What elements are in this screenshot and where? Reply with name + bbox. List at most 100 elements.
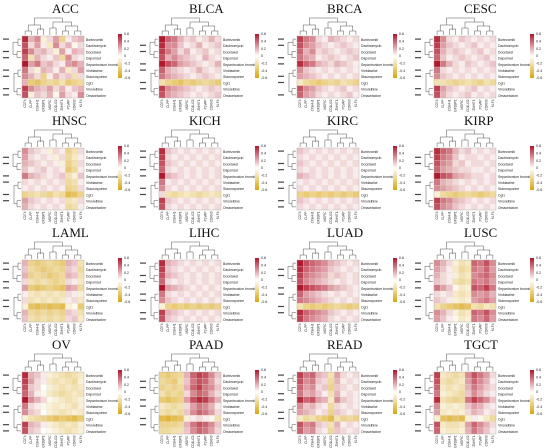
gene-label: CLPP bbox=[304, 100, 308, 108]
significance-mark bbox=[415, 318, 421, 320]
drug-label: Docetaxel bbox=[498, 386, 513, 390]
heatmap-cell bbox=[315, 409, 322, 416]
dendrogram-branch bbox=[291, 424, 296, 432]
heatmap-cell bbox=[452, 91, 459, 99]
heatmap-cell bbox=[340, 272, 347, 279]
drug-label: Docetaxel bbox=[361, 50, 376, 54]
heatmap-cell bbox=[489, 147, 497, 155]
dendrogram-branch bbox=[154, 150, 158, 158]
heatmap-cell bbox=[214, 91, 222, 99]
drug-label: Bortezomib bbox=[498, 262, 515, 266]
heatmap-cell bbox=[71, 290, 78, 298]
heatmap-cell bbox=[177, 48, 184, 55]
heatmap-cell bbox=[158, 185, 166, 192]
heatmap-cell bbox=[471, 266, 478, 273]
heatmap-cell bbox=[321, 303, 329, 310]
gene-label: KLF4 bbox=[79, 435, 83, 443]
panel-title: READ bbox=[327, 337, 363, 352]
heatmap-cell bbox=[21, 60, 29, 68]
heatmap-cell bbox=[28, 278, 35, 285]
heatmap-cell bbox=[158, 415, 166, 422]
gene-label: CDKN3 bbox=[210, 323, 214, 334]
heatmap-cell bbox=[59, 178, 66, 186]
colorbar-tick-label: -0.6 bbox=[399, 300, 405, 304]
heatmap-cell bbox=[464, 191, 472, 198]
drug-label: Sepantronium bromide bbox=[86, 175, 120, 179]
heatmap-cell bbox=[340, 384, 347, 391]
heatmap-cell bbox=[183, 284, 191, 292]
heatmap-cell bbox=[71, 384, 78, 391]
heatmap-cell bbox=[183, 278, 191, 285]
heatmap-cell bbox=[21, 259, 29, 267]
dendrogram-branch bbox=[12, 265, 18, 279]
heatmap-cell bbox=[334, 272, 341, 279]
dendrogram-branch bbox=[74, 30, 82, 35]
heatmap-cell bbox=[158, 54, 166, 61]
heatmap-cell bbox=[315, 203, 322, 211]
heatmap-cell bbox=[309, 266, 316, 273]
dendrogram-branch bbox=[436, 366, 444, 371]
heatmap-cell bbox=[471, 35, 478, 43]
heatmap-cell bbox=[446, 35, 453, 43]
heatmap-cell bbox=[303, 66, 310, 74]
dendrogram-branch bbox=[428, 312, 433, 320]
heatmap-cell bbox=[327, 178, 335, 186]
heatmap-cell bbox=[208, 66, 215, 74]
drug-label: Sepantronium bromide bbox=[223, 175, 257, 179]
heatmap-cell bbox=[346, 79, 353, 86]
heatmap-cell bbox=[59, 60, 66, 68]
heatmap-cell bbox=[446, 272, 453, 279]
heatmap-cell bbox=[183, 91, 191, 99]
heatmap-cell bbox=[158, 384, 166, 391]
heatmap-cell bbox=[59, 79, 66, 86]
dendrogram-branch bbox=[324, 27, 332, 35]
heatmap-cell bbox=[458, 297, 466, 304]
heatmap-border bbox=[158, 147, 222, 211]
heatmap-cell bbox=[471, 185, 478, 192]
heatmap-cell bbox=[346, 427, 353, 435]
heatmap-cell bbox=[158, 284, 166, 292]
heatmap-cell bbox=[352, 278, 360, 285]
heatmap-cell bbox=[165, 259, 172, 267]
drug-label: Staurosporine bbox=[223, 75, 244, 79]
heatmap-cell bbox=[183, 166, 191, 173]
heatmap-cell bbox=[21, 85, 29, 92]
drug-label: Dapomad bbox=[361, 393, 376, 397]
drug-label: Bortezomib bbox=[223, 262, 240, 266]
heatmap-cell bbox=[296, 278, 304, 285]
heatmap-cell bbox=[464, 35, 472, 43]
heatmap-cell bbox=[189, 197, 197, 204]
heatmap-cell bbox=[21, 35, 29, 43]
gene-label: MDFIC bbox=[323, 211, 327, 222]
heatmap-cell bbox=[77, 272, 85, 279]
heatmap-cell bbox=[77, 290, 85, 298]
heatmap-cell bbox=[171, 309, 178, 316]
heatmap-cell bbox=[165, 371, 172, 379]
heatmap-border bbox=[158, 259, 222, 323]
heatmap-cell bbox=[71, 390, 78, 397]
heatmap-cell bbox=[52, 42, 60, 49]
heatmap-cell bbox=[196, 35, 203, 43]
heatmap-cell bbox=[28, 54, 35, 61]
heatmap-cell bbox=[21, 185, 29, 192]
gene-label: IGF2BP1 bbox=[317, 99, 321, 112]
significance-mark bbox=[3, 193, 9, 196]
heatmap-cell bbox=[433, 203, 441, 211]
dendrogram-branch bbox=[439, 360, 453, 367]
gene-label: MDFIC bbox=[323, 323, 327, 334]
colorbar bbox=[255, 34, 259, 78]
heatmap-cell bbox=[34, 91, 41, 99]
heatmap-cell bbox=[309, 48, 316, 55]
drug-label: Dapomad bbox=[86, 281, 101, 285]
heatmap-cell bbox=[440, 371, 447, 379]
heatmap-cell bbox=[46, 272, 54, 279]
heatmap-cell bbox=[40, 48, 47, 55]
gene-label: IGF2BP1 bbox=[42, 99, 46, 112]
heatmap-cell bbox=[340, 54, 347, 61]
heatmap-cell bbox=[315, 315, 322, 323]
heatmap-cell bbox=[477, 35, 484, 43]
gene-label: MDFIC bbox=[460, 435, 464, 446]
heatmap-cell bbox=[52, 60, 60, 68]
heatmap-cell bbox=[21, 402, 29, 410]
drug-label: Cgl1 bbox=[361, 305, 368, 309]
